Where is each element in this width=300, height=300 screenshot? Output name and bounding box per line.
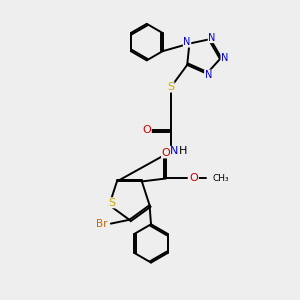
Text: N: N xyxy=(208,33,216,43)
Text: N: N xyxy=(183,37,191,47)
Text: N: N xyxy=(221,53,228,63)
Text: O: O xyxy=(190,173,198,184)
Text: O: O xyxy=(162,148,170,158)
Text: N: N xyxy=(170,146,179,157)
Text: CH₃: CH₃ xyxy=(212,174,229,183)
Text: Br: Br xyxy=(96,219,108,229)
Text: S: S xyxy=(109,198,116,208)
Text: S: S xyxy=(167,82,174,92)
Text: N: N xyxy=(205,70,212,80)
Text: H: H xyxy=(178,146,187,157)
Text: O: O xyxy=(142,125,151,135)
